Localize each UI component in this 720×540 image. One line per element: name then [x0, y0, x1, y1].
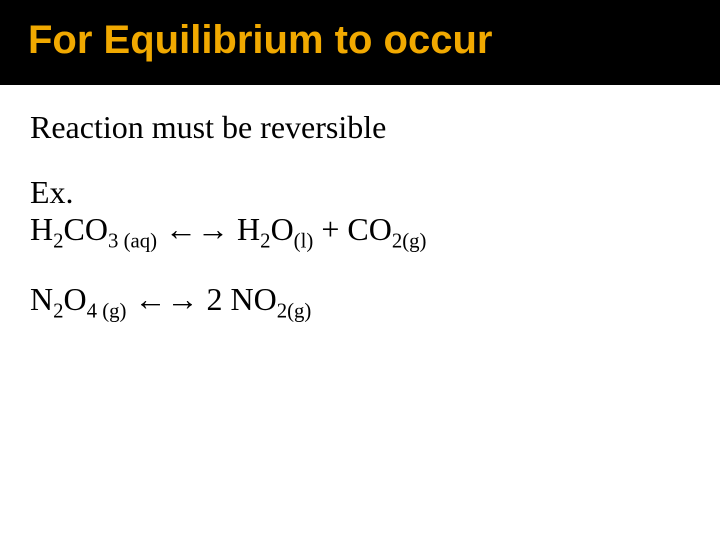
body-line-1: Reaction must be reversible: [30, 109, 690, 146]
eq2-rhs-no: NO: [230, 281, 276, 317]
slide-title: For Equilibrium to occur: [28, 18, 700, 63]
eq2-rhs-sub1: 2(g): [277, 299, 312, 322]
eq2-lhs-o: O: [64, 281, 87, 317]
equation-1: H2CO3 (aq) ←→ H2O(l) + CO2(g): [30, 211, 690, 253]
eq1-plus: +: [313, 211, 347, 247]
eq1-lhs-sub1: 2: [53, 229, 63, 252]
eq1-rhs2-sub1: 2(g): [392, 229, 427, 252]
eq2-lhs-sub1: 2: [53, 299, 63, 322]
equilibrium-arrows-icon: ←→: [165, 211, 229, 247]
eq1-lhs-co: CO: [64, 211, 108, 247]
example-block: Ex. H2CO3 (aq) ←→ H2O(l) + CO2(g): [30, 174, 690, 253]
eq1-rhs1-h: H: [237, 211, 260, 247]
eq1-lhs-sub2: 3 (aq): [108, 229, 157, 252]
eq1-rhs1-sub1: 2: [260, 229, 270, 252]
slide-body: Reaction must be reversible Ex. H2CO3 (a…: [0, 85, 720, 323]
equilibrium-arrows-icon: ←→: [134, 281, 198, 317]
eq1-rhs1-sub2: (l): [294, 229, 314, 252]
eq1-lhs-h: H: [30, 211, 53, 247]
eq1-rhs2-co: CO: [347, 211, 391, 247]
eq2-coeff: 2: [206, 281, 230, 317]
eq2-lhs-n: N: [30, 281, 53, 317]
eq1-rhs1-o: O: [271, 211, 294, 247]
eq2-lhs-sub2: 4 (g): [87, 299, 127, 322]
title-bar: For Equilibrium to occur: [0, 0, 720, 85]
example-label: Ex.: [30, 174, 690, 211]
equation-2: N2O4 (g) ←→ 2 NO2(g): [30, 281, 690, 323]
